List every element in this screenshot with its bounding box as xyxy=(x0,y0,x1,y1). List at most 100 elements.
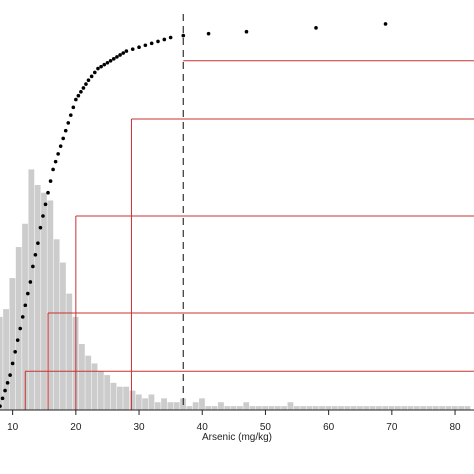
ecdf-point xyxy=(31,264,35,269)
histogram-bar xyxy=(363,406,370,410)
ecdf-point xyxy=(76,93,81,98)
ecdf-point xyxy=(383,22,388,26)
ecdf-point xyxy=(93,70,97,75)
ecdf-point xyxy=(137,45,141,50)
reference-lines xyxy=(24,60,474,410)
ecdf-point xyxy=(74,97,78,102)
histogram-bar xyxy=(129,390,136,410)
ecdf-point xyxy=(79,90,83,94)
ecdf-point xyxy=(48,179,53,183)
histogram-bar xyxy=(255,406,262,410)
ecdf-points xyxy=(0,22,388,408)
histogram-bar xyxy=(331,406,338,410)
histogram-bar xyxy=(167,402,174,410)
ecdf-point xyxy=(58,144,63,148)
ecdf-point xyxy=(84,82,88,86)
histogram-bar xyxy=(281,406,288,410)
ecdf-point xyxy=(206,31,211,36)
x-tick-label: 50 xyxy=(260,422,272,433)
ecdf-point xyxy=(314,26,318,30)
ecdf-point xyxy=(5,381,10,385)
histogram-bar xyxy=(110,382,117,410)
ecdf-point xyxy=(23,303,28,308)
histogram-bar xyxy=(199,398,205,410)
x-tick-label: 80 xyxy=(449,422,461,433)
histogram-bar xyxy=(262,406,269,410)
ecdf-point xyxy=(61,136,65,141)
histogram-bar xyxy=(458,406,465,410)
ecdf-point xyxy=(68,113,73,117)
ecdf-point xyxy=(8,373,12,377)
histogram-bar xyxy=(338,406,344,410)
histogram-bars xyxy=(0,169,471,410)
histogram-bar xyxy=(123,386,130,410)
ecdf-point xyxy=(51,167,55,172)
histogram-bar xyxy=(53,239,60,410)
histogram-bar xyxy=(186,406,193,410)
ecdf-point xyxy=(71,105,76,110)
histogram-bar xyxy=(293,406,300,410)
histogram-bar xyxy=(439,406,446,410)
ecdf-point xyxy=(41,214,45,218)
histogram-bar xyxy=(451,406,458,410)
ecdf-point xyxy=(53,159,58,164)
histogram-bar xyxy=(218,402,224,410)
ecdf-point xyxy=(13,350,17,354)
histogram-bar xyxy=(344,406,351,410)
ecdf-point xyxy=(89,74,94,79)
histogram-bar xyxy=(420,406,427,410)
ecdf-point xyxy=(43,202,48,207)
histogram-bar xyxy=(97,371,104,410)
ecdf-point xyxy=(18,326,23,331)
ecdf-point xyxy=(28,280,33,284)
histogram-bar xyxy=(148,394,155,410)
histogram-bar xyxy=(41,192,47,410)
histogram-bar xyxy=(9,278,16,410)
ecdf-point xyxy=(3,388,7,393)
x-tick-label: 20 xyxy=(70,422,82,433)
x-tick-label: 10 xyxy=(7,422,19,433)
histogram-bar xyxy=(173,402,180,410)
ecdf-point xyxy=(0,396,5,401)
histogram-bar xyxy=(60,262,66,410)
x-tick-label: 60 xyxy=(323,422,335,433)
x-tick-label: 70 xyxy=(386,422,398,433)
ecdf-point xyxy=(124,49,129,53)
ecdf-point xyxy=(130,47,135,51)
histogram-bar xyxy=(192,402,199,410)
ecdf-point xyxy=(99,64,103,69)
ecdf-point xyxy=(0,404,2,408)
histogram-bar xyxy=(325,406,332,410)
ecdf-point xyxy=(33,253,38,257)
histogram-bar xyxy=(28,169,35,410)
histogram-bar xyxy=(205,406,212,410)
histogram-bar xyxy=(3,309,9,410)
histogram-bar xyxy=(66,293,73,410)
histogram-bar xyxy=(274,406,281,410)
ecdf-point xyxy=(244,29,249,34)
histogram-bar xyxy=(413,406,420,410)
histogram-bar xyxy=(154,402,161,410)
histogram-bar xyxy=(287,402,294,410)
ecdf-point xyxy=(15,338,20,342)
ecdf-point xyxy=(115,55,119,59)
histogram-bar xyxy=(135,394,142,410)
ecdf-point xyxy=(181,33,186,38)
histogram-bar xyxy=(79,344,85,410)
ecdf-point xyxy=(86,78,91,82)
ecdf-point xyxy=(96,66,100,71)
histogram-bar xyxy=(142,398,149,410)
histogram-bar xyxy=(319,406,325,410)
ecdf-point xyxy=(56,152,60,156)
ecdf-point xyxy=(20,315,25,319)
histogram-bar xyxy=(0,316,3,410)
histogram-bar xyxy=(85,355,92,410)
ecdf-point xyxy=(149,41,154,46)
x-axis-ticks: 10 20 30 40 50 60 70 80 xyxy=(7,410,461,433)
ecdf-point xyxy=(81,86,86,90)
histogram-bar xyxy=(395,406,401,410)
ecdf-point xyxy=(162,37,167,42)
histogram-bar xyxy=(407,406,414,410)
histogram-bar xyxy=(464,406,471,410)
